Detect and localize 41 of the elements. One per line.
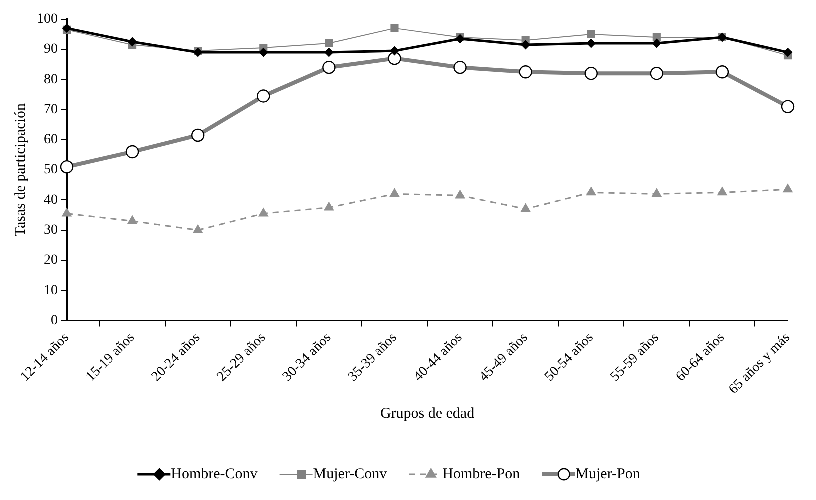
x-tick-label: 65 años y más	[726, 330, 794, 398]
y-tick-label: 90	[44, 42, 58, 58]
y-tick-label: 30	[44, 223, 58, 238]
point	[258, 208, 268, 217]
point	[390, 188, 400, 198]
point	[718, 187, 728, 196]
point	[128, 216, 138, 224]
legend-label: Hombre-Conv	[171, 466, 258, 482]
legend-label: Mujer-Pon	[576, 466, 641, 482]
y-tick-label: 80	[44, 72, 58, 88]
point	[586, 39, 596, 48]
y-tick-label: 70	[44, 102, 58, 118]
legend-label: Hombre-Pon	[442, 466, 521, 482]
point	[259, 48, 268, 58]
y-tick-label: 100	[37, 12, 58, 28]
point	[390, 24, 399, 32]
point	[520, 204, 531, 212]
y-tick-label: 20	[44, 253, 58, 268]
y-tick-label: 0	[51, 313, 58, 328]
y-axis-title: Tasas de participación	[12, 103, 29, 237]
point	[324, 202, 334, 211]
point	[325, 39, 334, 48]
point	[521, 40, 530, 50]
point	[128, 38, 138, 46]
point	[390, 46, 400, 56]
y-tick-label: 10	[44, 283, 58, 298]
point	[62, 208, 72, 217]
point	[587, 30, 596, 39]
point	[586, 187, 596, 196]
point	[652, 188, 662, 198]
x-axis-title: Grupos de edad	[380, 406, 476, 422]
point	[324, 48, 334, 58]
point	[652, 39, 662, 48]
point	[783, 184, 793, 193]
y-tick-label: 40	[44, 192, 58, 208]
y-tick-label: 60	[44, 132, 58, 148]
point	[193, 224, 203, 234]
y-tick-label: 50	[44, 162, 58, 178]
legend-label: Mujer-Conv	[313, 466, 388, 482]
point	[455, 190, 466, 199]
point	[784, 48, 792, 58]
